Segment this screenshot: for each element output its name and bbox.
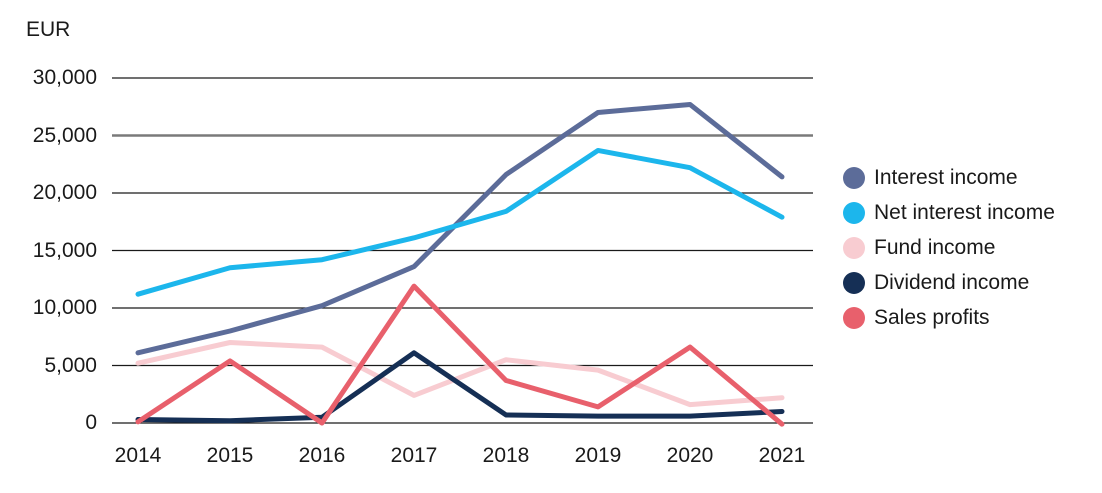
series-line-sales-profits [135, 283, 785, 427]
y-tick-label: 0 [85, 411, 97, 434]
legend-label: Sales profits [874, 305, 990, 329]
series-line-net-interest-income [135, 147, 785, 297]
legend-label: Fund income [874, 235, 996, 259]
x-tick-label: 2018 [482, 444, 530, 467]
legend-label: Net interest income [874, 200, 1055, 224]
legend-item-fund-income: Fund income [843, 230, 1055, 265]
y-tick-label: 15,000 [32, 238, 97, 262]
x-tick-label: 2015 [206, 444, 254, 467]
legend-label: Dividend income [874, 270, 1030, 294]
legend-dot-icon [843, 201, 865, 224]
series-line-dividend-income [135, 350, 785, 424]
legend-label: Interest income [874, 165, 1018, 189]
x-tick-label: 2019 [574, 444, 622, 467]
y-tick-label: 20,000 [32, 181, 97, 204]
legend-item-interest-income: Interest income [843, 160, 1055, 195]
x-tick-label: 2014 [114, 444, 162, 467]
y-axis-unit-label: EUR [26, 18, 71, 41]
x-tick-label: 2017 [390, 444, 438, 467]
x-tick-label: 2021 [758, 444, 806, 467]
y-tick-label: 30,000 [32, 66, 97, 89]
legend: Interest income Net interest income Fund… [843, 160, 1055, 335]
legend-item-sales-profits: Sales profits [843, 300, 1055, 335]
legend-item-dividend-income: Dividend income [843, 265, 1055, 300]
x-tick-label: 2020 [666, 444, 714, 467]
series-line-interest-income [135, 101, 785, 356]
legend-dot-icon [843, 306, 865, 329]
y-tick-label: 5,000 [44, 353, 97, 377]
x-tick-label: 2016 [298, 444, 346, 467]
y-tick-label: 10,000 [32, 296, 97, 319]
legend-dot-icon [843, 236, 865, 259]
legend-item-net-interest-income: Net interest income [843, 195, 1055, 230]
y-tick-label: 25,000 [32, 123, 97, 147]
legend-dot-icon [843, 271, 865, 294]
legend-dot-icon [843, 166, 865, 189]
series-line-fund-income [135, 340, 785, 408]
